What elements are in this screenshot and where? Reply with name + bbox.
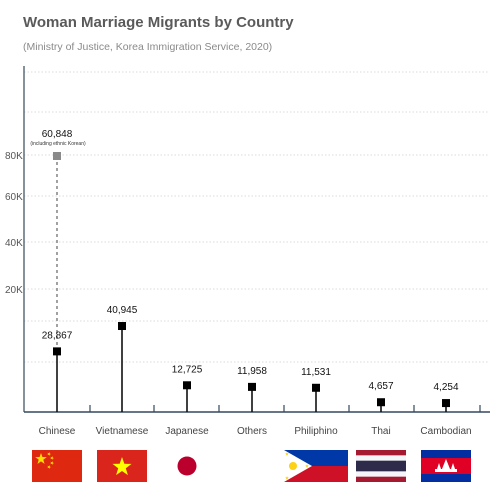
extra-note: (including ethnic Korean) — [30, 141, 86, 147]
japan-flag — [162, 450, 212, 482]
value-label: 40,945 — [107, 305, 138, 316]
marker — [377, 398, 385, 407]
value-label: 28,867 — [42, 330, 73, 341]
chart-title: Woman Marriage Migrants by Country — [23, 14, 294, 31]
china-flag — [32, 450, 82, 482]
marker — [53, 347, 61, 356]
category-label: Vietnamese — [96, 426, 149, 437]
category-label: Philiphino — [294, 426, 338, 437]
category-label: Cambodian — [420, 426, 471, 437]
thailand-flag — [356, 450, 406, 482]
extra-marker — [53, 152, 61, 160]
y-tick-label: 80K — [5, 151, 23, 162]
vietnam-flag — [97, 450, 147, 482]
category-label: Chinese — [39, 426, 76, 437]
y-tick-label: 20K — [5, 285, 23, 296]
category-label: Japanese — [165, 426, 209, 437]
value-label: 12,725 — [172, 364, 203, 375]
marker — [312, 383, 320, 392]
value-label: 11,531 — [301, 367, 331, 378]
cambodia-flag — [421, 450, 471, 482]
value-label: 4,657 — [368, 381, 393, 392]
marker — [118, 322, 126, 331]
chart-subtitle: (Ministry of Justice, Korea Immigration … — [23, 41, 273, 53]
y-tick-label: 40K — [5, 238, 23, 249]
marker — [183, 381, 191, 390]
extra-value-label: 60,848 — [42, 129, 73, 140]
philippines-flag — [284, 450, 348, 482]
y-tick-label: 60K — [5, 192, 23, 203]
marker — [442, 399, 450, 408]
value-label: 4,254 — [433, 382, 458, 393]
marker — [248, 382, 256, 391]
category-label: Thai — [371, 426, 390, 437]
value-label: 11,958 — [237, 366, 267, 377]
category-label: Others — [237, 426, 267, 437]
